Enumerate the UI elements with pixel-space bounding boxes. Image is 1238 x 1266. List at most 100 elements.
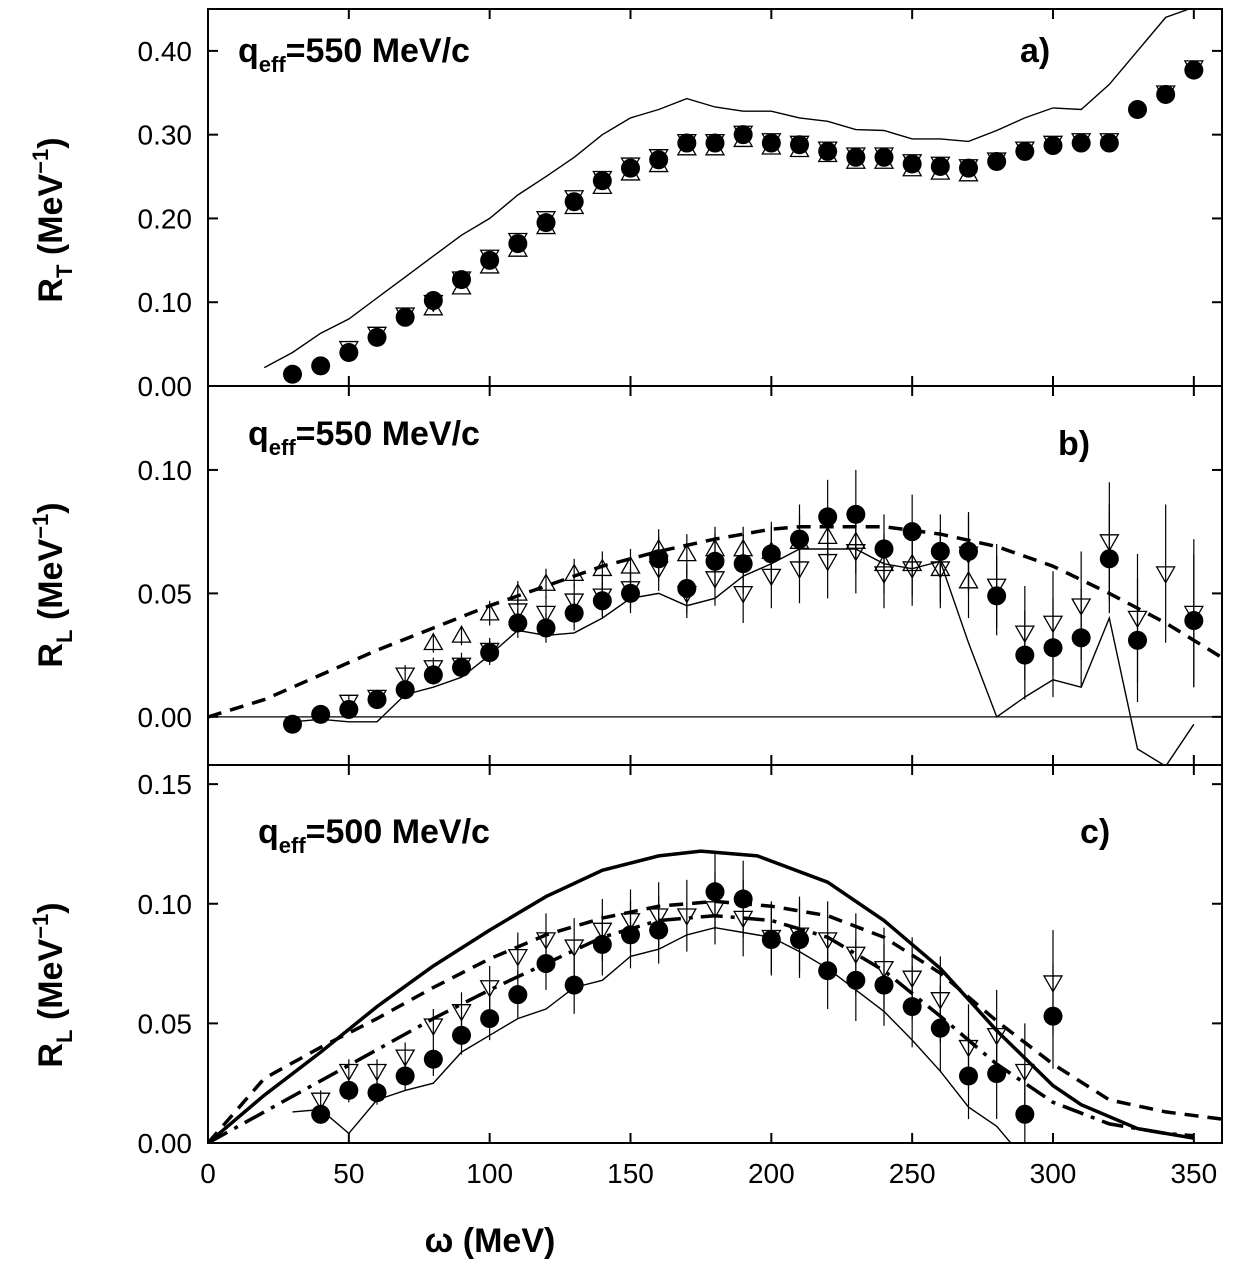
data-point-circle <box>452 1025 471 1045</box>
data-point-triangle-down <box>789 927 810 946</box>
data-point-triangle-down <box>676 133 697 152</box>
data-point-triangle-down <box>1155 85 1176 104</box>
data-point-triangle-up <box>930 162 951 180</box>
data-point-circle <box>423 1049 443 1069</box>
data-point-triangle-down <box>930 992 951 1010</box>
data-point-triangle-down <box>423 660 444 678</box>
data-point-triangle-down <box>1099 534 1120 552</box>
data-point-triangle-down <box>648 149 669 167</box>
data-point-triangle-down <box>1014 1063 1035 1082</box>
x-tick-label: 300 <box>1030 1158 1077 1189</box>
data-point-triangle-down <box>817 141 838 160</box>
panel-a: 0.00 0.10 0.20 0.30 0.40 qeff=550 MeV/c a) RT (… <box>28 8 1223 402</box>
x-tick-label: 200 <box>748 1158 795 1189</box>
y-tick-label: 0.00 <box>138 702 193 733</box>
data-point-triangle-down <box>592 170 613 189</box>
data-point-triangle-down <box>958 1039 979 1058</box>
x-tick-label: 350 <box>1170 1158 1217 1189</box>
data-point-triangle-down <box>1071 133 1092 151</box>
data-point-circle <box>339 1080 359 1100</box>
data-point-triangle-down <box>1042 135 1064 154</box>
data-point-triangle-up <box>451 625 472 643</box>
data-point-triangle-up <box>733 129 754 148</box>
data-point-triangle-up <box>704 137 726 156</box>
data-point-triangle-up <box>733 538 754 557</box>
data-point-triangle-up <box>817 526 838 545</box>
y-tick-label: 0.10 <box>138 287 193 318</box>
data-point-triangle-down <box>310 1092 331 1111</box>
panel-label: a) <box>1020 32 1050 70</box>
data-point-triangle-up <box>479 255 500 274</box>
data-point-triangle-down <box>507 948 528 967</box>
y-axis-label: RT (MeV−1) <box>28 137 77 302</box>
data-point-triangle-down <box>620 157 641 176</box>
panel-title: qeff=550 MeV/c <box>248 415 480 460</box>
data-point-circle <box>283 364 302 384</box>
data-point-triangle-up <box>507 583 528 601</box>
data-point-triangle-down <box>479 642 500 661</box>
data-point-circle <box>1015 141 1035 161</box>
data-point-triangle-down <box>592 922 613 941</box>
data-point-triangle-down <box>733 910 754 929</box>
data-point-triangle-up <box>873 151 895 169</box>
data-point-triangle-down <box>620 913 641 931</box>
data-point-circle <box>480 1009 500 1029</box>
data-point-triangle-down <box>789 135 810 154</box>
y-tick-label: 0.00 <box>138 371 193 402</box>
data-point-triangle-down <box>395 307 416 326</box>
data-point-triangle-up <box>817 144 838 163</box>
data-point-triangle-down <box>648 908 669 927</box>
data-point-triangle-up <box>564 196 585 215</box>
series-line-thick-dashed <box>208 524 1222 719</box>
data-point-triangle-down <box>986 1027 1007 1046</box>
data-point-triangle-down <box>535 211 557 229</box>
data-point-triangle-up <box>930 558 951 577</box>
data-point-triangle-up <box>479 602 500 621</box>
data-point-triangle-up <box>902 158 923 177</box>
panel-b: 0.00 0.05 0.10 qeff=550 MeV/c b) RL (MeV−1) <box>28 385 1223 766</box>
data-point-triangle-down <box>451 271 472 290</box>
data-point-circle <box>1128 100 1147 120</box>
x-tick-label: 100 <box>466 1158 513 1189</box>
data-point-triangle-down <box>338 694 359 713</box>
y-tick-label: 0.40 <box>138 36 193 67</box>
data-point-triangle-up <box>620 162 641 181</box>
data-point-triangle-down <box>451 657 472 676</box>
panel-title: qeff=550 MeV/c <box>238 32 470 77</box>
data-point-triangle-up <box>620 555 641 574</box>
data-point-triangle-down <box>338 340 359 359</box>
data-point-triangle-down <box>451 1004 472 1022</box>
data-point-triangle-up <box>845 531 866 549</box>
y-tick-label: 0.10 <box>138 889 193 920</box>
data-point-triangle-up <box>592 558 613 577</box>
y-tick-label: 0.05 <box>138 578 193 609</box>
data-point-triangle-down <box>930 156 951 175</box>
data-point-triangle-down <box>366 689 388 708</box>
data-point-circle <box>1071 133 1091 153</box>
data-point-circle <box>564 975 584 995</box>
y-tick-label: 0.05 <box>138 1008 193 1039</box>
data-point-triangle-down <box>676 586 697 604</box>
data-point-triangle-down <box>986 578 1007 597</box>
data-point-triangle-down <box>873 960 895 979</box>
x-tick-label: 50 <box>333 1158 364 1189</box>
data-point-triangle-up <box>423 297 444 316</box>
data-point-triangle-down <box>338 1063 359 1082</box>
data-point-triangle-down <box>845 946 866 965</box>
data-point-circle <box>283 714 302 734</box>
y-tick-label: 0.30 <box>138 120 193 151</box>
data-point-circle <box>395 680 415 700</box>
data-point-triangle-down <box>366 1063 388 1082</box>
data-layer <box>208 849 1222 1143</box>
data-point-triangle-up <box>704 538 726 557</box>
data-point-circle <box>818 141 838 161</box>
data-point-circle <box>508 985 528 1005</box>
data-point-triangle-up <box>873 553 895 572</box>
data-point-triangle-down <box>704 133 726 152</box>
data-point-triangle-down <box>1014 625 1035 644</box>
data-point-circle <box>987 151 1007 171</box>
panel-label: c) <box>1080 813 1110 851</box>
data-point-circle <box>452 270 471 290</box>
series-line-thick-solid <box>208 849 1195 1143</box>
panel-label: b) <box>1058 425 1090 463</box>
